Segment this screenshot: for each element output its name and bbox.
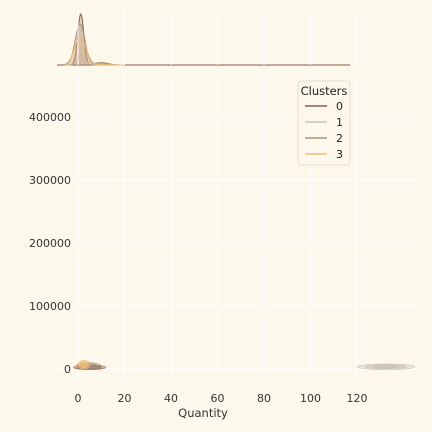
x-tick-label: 60 <box>211 392 225 405</box>
density-cluster-1 <box>372 365 400 369</box>
legend-box <box>297 80 351 166</box>
x-axis-label: Quantity <box>178 406 228 420</box>
density-cluster-3 <box>80 362 87 367</box>
legend-label-cluster-1: 1 <box>336 116 343 129</box>
y-tick-label: 100000 <box>29 300 71 313</box>
x-tick-label: 0 <box>75 392 82 405</box>
y-tick-label: 400000 <box>29 111 71 124</box>
grid-lines <box>57 10 417 380</box>
legend-title: Clusters <box>301 84 348 98</box>
x-tick-label: 100 <box>300 392 321 405</box>
x-tick-label: 20 <box>118 392 132 405</box>
y-tick-label: 0 <box>64 363 71 376</box>
x-tick-label: 40 <box>164 392 178 405</box>
y-tick-label: 200000 <box>29 237 71 250</box>
x-tick-label: 120 <box>347 392 368 405</box>
legend-entries: 0 1 2 3 <box>305 100 343 161</box>
legend: Clusters 0 1 2 3 <box>297 80 351 166</box>
x-tick-labels: 0 20 40 60 80 100 120 <box>75 392 368 405</box>
y-tick-label: 300000 <box>29 174 71 187</box>
density-contours <box>73 359 416 370</box>
x-tick-label: 80 <box>257 392 271 405</box>
legend-label-cluster-2: 2 <box>336 132 343 145</box>
legend-label-cluster-3: 3 <box>336 148 343 161</box>
legend-label-cluster-0: 0 <box>336 100 343 113</box>
marginal-kde-cluster-3 <box>63 36 125 66</box>
marginal-kde-panel <box>57 13 350 66</box>
y-tick-labels: 0 100000 200000 300000 400000 <box>29 111 71 376</box>
